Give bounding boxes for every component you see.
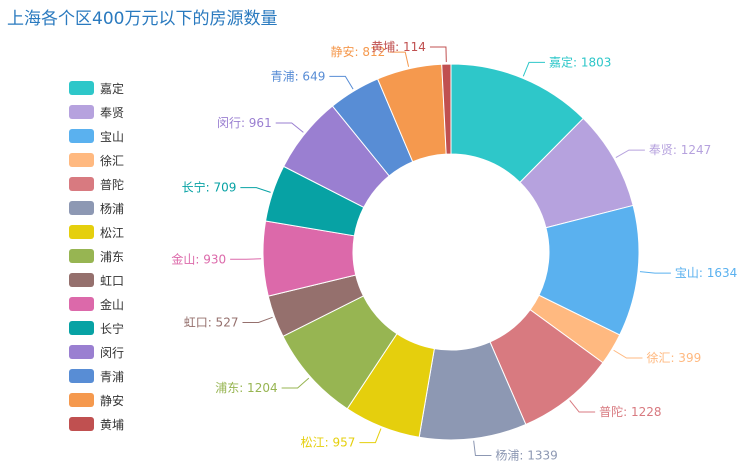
legend-item[interactable]: 松江 xyxy=(69,224,124,240)
legend-swatch xyxy=(69,177,94,191)
leader-line xyxy=(389,51,410,67)
slice-data-label: 徐汇: 399 xyxy=(646,350,701,365)
leader-line xyxy=(639,271,671,274)
legend-label: 金山 xyxy=(100,297,125,312)
slice-data-label: 静安: 812 xyxy=(330,44,385,59)
slice-data-label: 杨浦: 1339 xyxy=(495,448,557,463)
legend-label: 长宁 xyxy=(100,321,125,336)
leader-line xyxy=(429,46,447,63)
donut-slice[interactable] xyxy=(441,63,452,155)
legend-swatch xyxy=(69,201,94,215)
legend-label: 徐汇 xyxy=(100,153,125,168)
legend-item[interactable]: 杨浦 xyxy=(69,200,124,216)
legend-item[interactable]: 长宁 xyxy=(69,320,124,336)
legend-swatch xyxy=(69,249,94,263)
slice-data-label: 青浦: 649 xyxy=(271,69,326,83)
legend-swatch xyxy=(69,321,94,335)
leader-line xyxy=(240,187,271,193)
leader-line xyxy=(613,349,643,359)
legend-label: 浦东 xyxy=(100,249,125,264)
leader-line xyxy=(242,316,273,323)
legend-swatch xyxy=(69,129,94,143)
slice-data-label: 松江: 957 xyxy=(301,436,356,450)
legend-label: 杨浦 xyxy=(100,201,125,216)
legend-label: 奉贤 xyxy=(100,105,125,120)
leader-line xyxy=(281,377,310,389)
legend-swatch xyxy=(69,105,94,119)
legend-label: 宝山 xyxy=(100,129,125,144)
legend-swatch xyxy=(69,345,94,359)
legend-item[interactable]: 闵行 xyxy=(69,344,124,360)
slice-data-label: 普陀: 1228 xyxy=(599,404,661,419)
legend-label: 松江 xyxy=(100,225,125,240)
legend-item[interactable]: 静安 xyxy=(69,392,124,408)
leader-line xyxy=(522,61,545,77)
legend-item[interactable]: 虹口 xyxy=(69,272,124,288)
slice-data-label: 嘉定: 1803 xyxy=(549,54,611,69)
legend-item[interactable]: 浦东 xyxy=(69,248,124,264)
slice-data-label: 虹口: 527 xyxy=(184,315,239,329)
legend-label: 黄埔 xyxy=(100,417,125,432)
legend-swatch xyxy=(69,369,94,383)
slice-data-label: 黄埔: 114 xyxy=(371,40,426,54)
legend-item[interactable]: 徐汇 xyxy=(69,152,124,168)
legend-item[interactable]: 奉贤 xyxy=(69,104,124,120)
legend-label: 静安 xyxy=(100,393,125,408)
legend-label: 普陀 xyxy=(100,177,125,192)
legend-item[interactable]: 金山 xyxy=(69,296,124,312)
leader-line xyxy=(359,428,382,444)
legend-swatch xyxy=(69,153,94,167)
slice-data-label: 长宁: 709 xyxy=(182,180,237,195)
legend-swatch xyxy=(69,81,94,95)
legend-item[interactable]: 黄埔 xyxy=(69,416,124,432)
legend-item[interactable]: 嘉定 xyxy=(69,80,124,96)
legend-item[interactable]: 青浦 xyxy=(69,368,124,384)
slice-data-label: 闵行: 961 xyxy=(217,115,272,130)
slice-data-label: 金山: 930 xyxy=(171,251,226,266)
leader-line xyxy=(569,400,596,413)
legend-item[interactable]: 宝山 xyxy=(69,128,124,144)
slice-data-label: 奉贤: 1247 xyxy=(649,143,711,157)
legend-swatch xyxy=(69,225,94,239)
leader-line xyxy=(275,122,304,133)
leader-line xyxy=(473,440,492,457)
slice-data-label: 宝山: 1634 xyxy=(675,266,737,280)
leader-line xyxy=(615,149,645,158)
chart-title: 上海各个区400万元以下的房源数量 xyxy=(7,9,278,29)
leader-line xyxy=(329,75,354,90)
legend-label: 闵行 xyxy=(100,345,125,360)
legend-item[interactable]: 普陀 xyxy=(69,176,124,192)
leader-line xyxy=(230,258,262,260)
legend-label: 虹口 xyxy=(100,273,125,288)
legend-label: 青浦 xyxy=(100,369,125,384)
legend-swatch xyxy=(69,417,94,431)
legend-label: 嘉定 xyxy=(100,81,125,96)
slice-data-label: 浦东: 1204 xyxy=(215,381,277,395)
legend-swatch xyxy=(69,297,94,311)
legend-swatch xyxy=(69,393,94,407)
legend-swatch xyxy=(69,273,94,287)
